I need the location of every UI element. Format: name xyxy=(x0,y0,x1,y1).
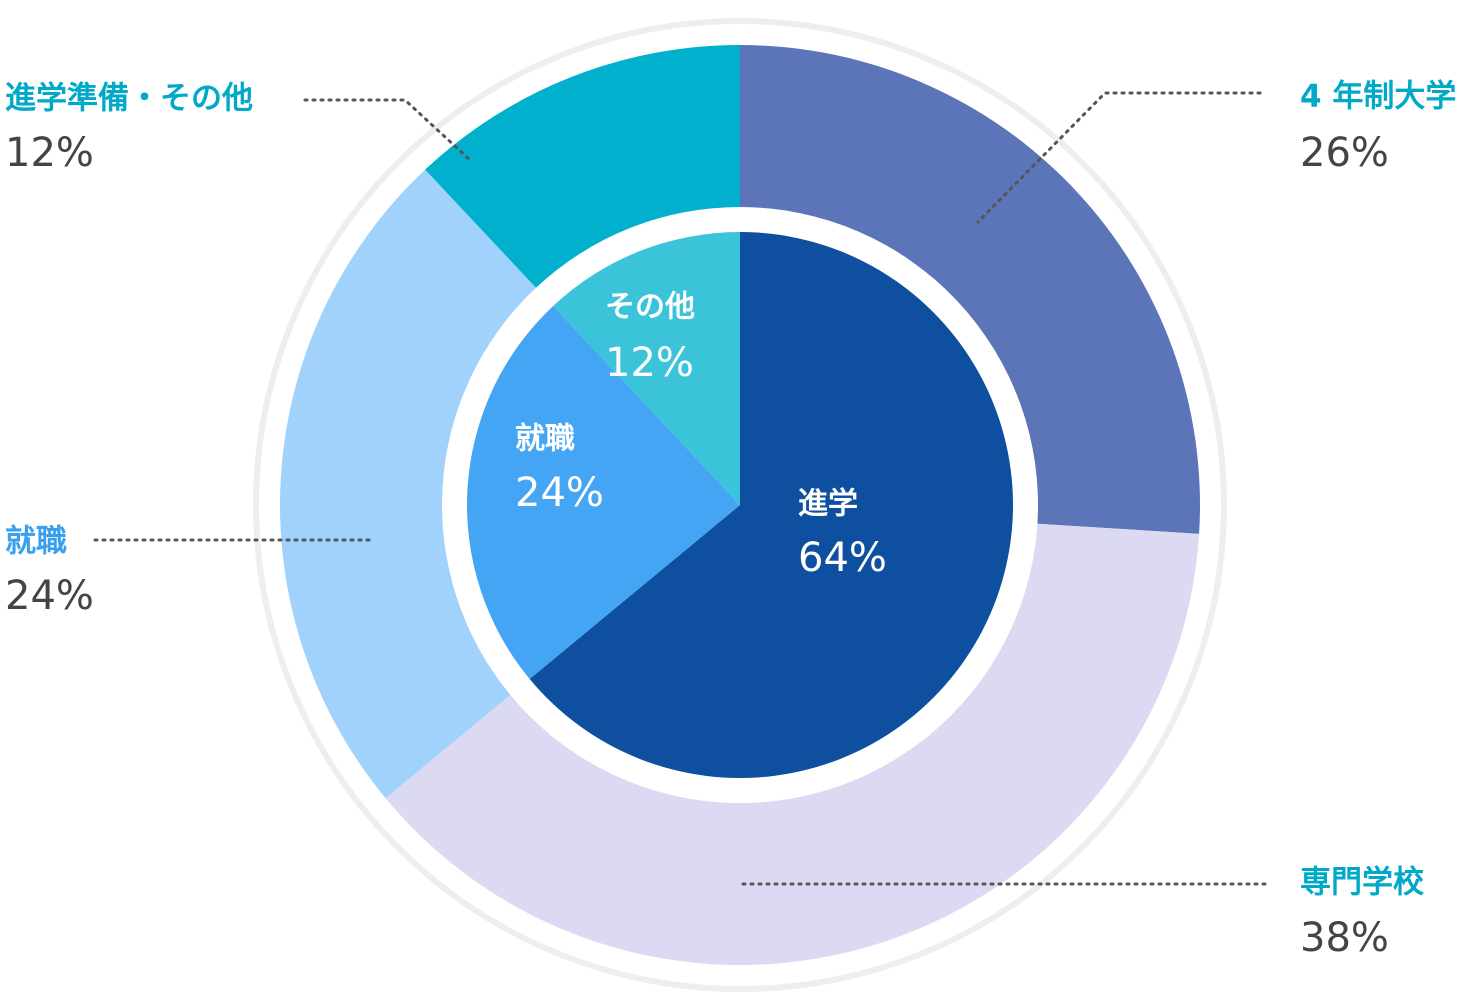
value-label: 26% xyxy=(1300,130,1389,176)
value-label: 24% xyxy=(515,470,604,516)
slice-label: 進学準備・その他 xyxy=(5,81,253,117)
value-label: 12% xyxy=(5,130,94,176)
value-label: 24% xyxy=(5,573,94,619)
slice xyxy=(529,232,1014,778)
slice xyxy=(740,45,1200,534)
slice xyxy=(385,523,1200,965)
value-label: 38% xyxy=(1300,915,1389,961)
slice-label: 進学 xyxy=(798,487,858,522)
slice-label: 専門学校 xyxy=(1300,865,1424,901)
slice-label: 就職 xyxy=(515,422,575,457)
slice xyxy=(280,169,537,799)
slice xyxy=(425,45,740,288)
leader-line xyxy=(976,91,1262,224)
slices xyxy=(280,45,1200,965)
value-label: 64% xyxy=(798,535,887,581)
value-label: 12% xyxy=(605,340,694,386)
slice-label: 就職 xyxy=(5,524,67,560)
slice xyxy=(553,232,740,505)
labels: 進学 64% 就職 24% その他 12% 4 年制大学 26% 専門学校 38% 就職 24% 進学準… xyxy=(5,79,1456,962)
leader-line xyxy=(303,98,472,162)
slice-label: その他 xyxy=(605,290,695,325)
slice xyxy=(467,305,740,680)
slice-label: 4 年制大学 xyxy=(1300,79,1456,115)
